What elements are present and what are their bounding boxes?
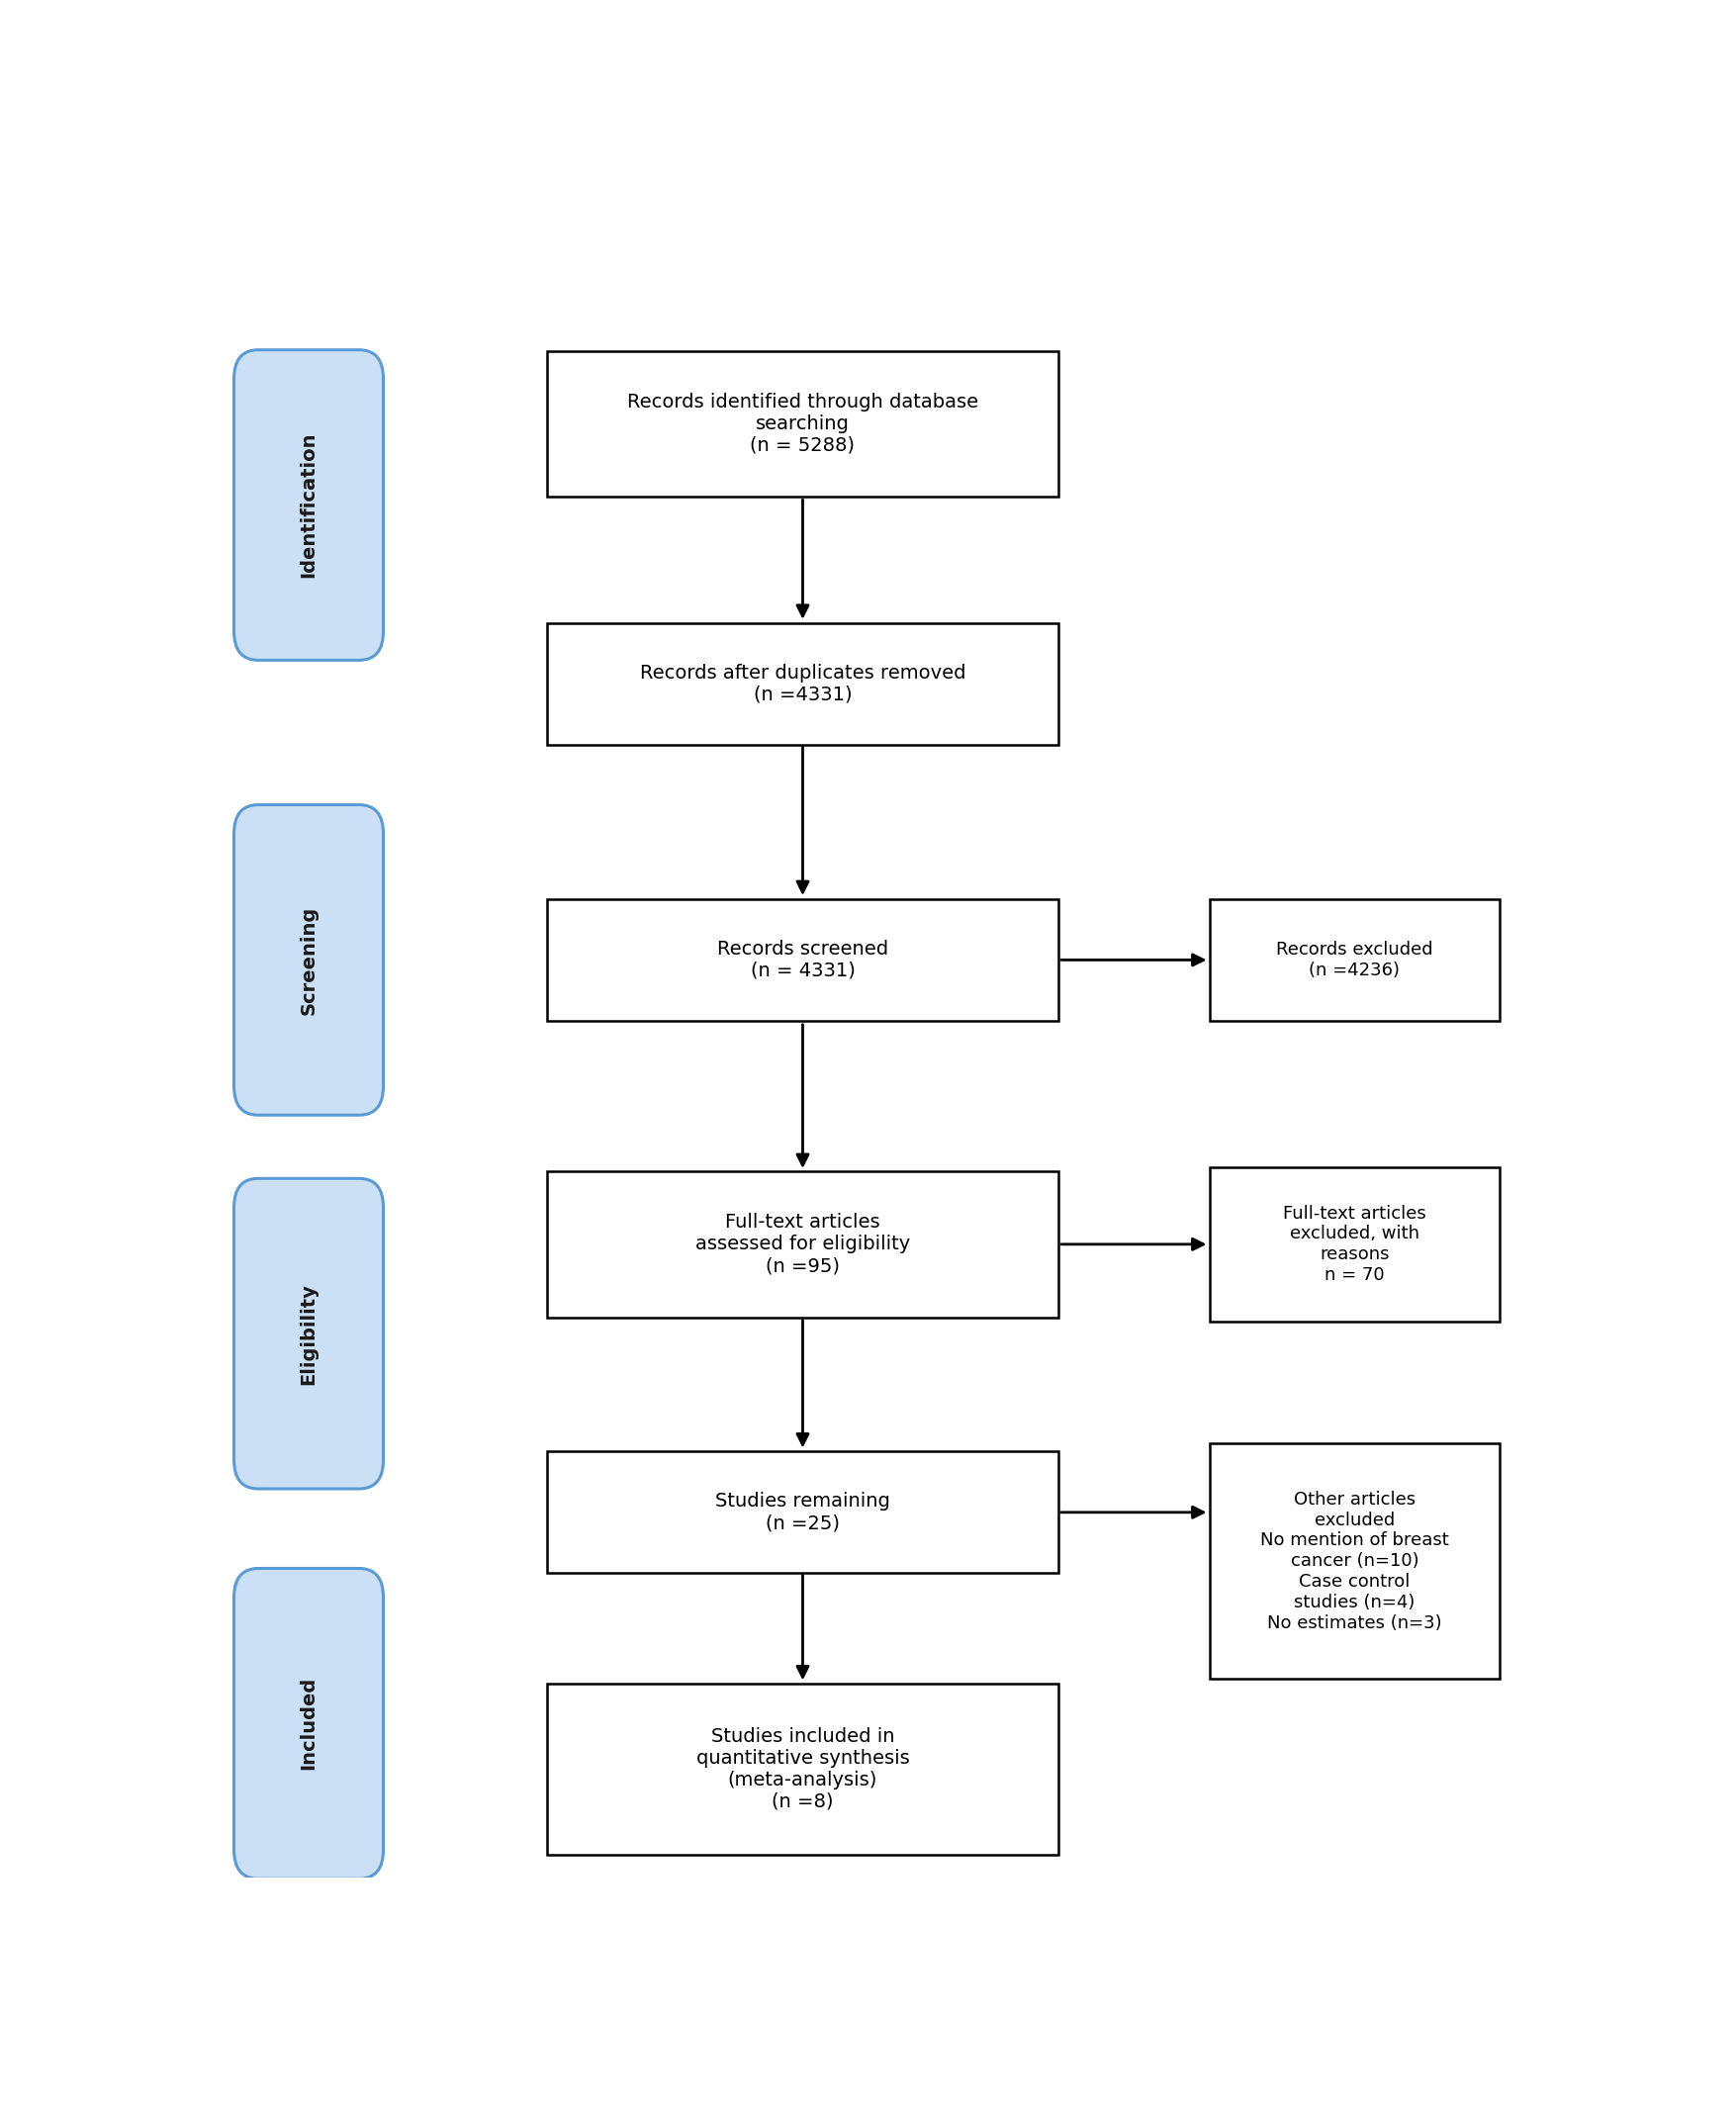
FancyBboxPatch shape (1210, 899, 1498, 1021)
FancyBboxPatch shape (547, 1171, 1057, 1317)
FancyBboxPatch shape (1210, 1443, 1498, 1680)
FancyBboxPatch shape (547, 1452, 1057, 1574)
Text: Other articles
excluded
No mention of breast
cancer (n=10)
Case control
studies : Other articles excluded No mention of br… (1260, 1490, 1448, 1631)
Text: Screening: Screening (299, 905, 318, 1015)
Text: Records after duplicates removed
(n =4331): Records after duplicates removed (n =433… (639, 663, 965, 705)
FancyBboxPatch shape (234, 804, 384, 1114)
FancyBboxPatch shape (547, 1684, 1057, 1855)
Text: Studies remaining
(n =25): Studies remaining (n =25) (715, 1492, 889, 1532)
FancyBboxPatch shape (234, 1179, 384, 1490)
Text: Records screened
(n = 4331): Records screened (n = 4331) (717, 939, 887, 981)
Text: Studies included in
quantitative synthesis
(meta-analysis)
(n =8): Studies included in quantitative synthes… (696, 1726, 910, 1810)
FancyBboxPatch shape (547, 622, 1057, 745)
Text: Full-text articles
excluded, with
reasons
n = 70: Full-text articles excluded, with reason… (1283, 1205, 1425, 1285)
FancyBboxPatch shape (234, 350, 384, 660)
Text: Records excluded
(n =4236): Records excluded (n =4236) (1276, 941, 1432, 979)
FancyBboxPatch shape (547, 899, 1057, 1021)
FancyBboxPatch shape (234, 1568, 384, 1878)
Text: Full-text articles
assessed for eligibility
(n =95): Full-text articles assessed for eligibil… (694, 1213, 910, 1274)
Text: Identification: Identification (299, 433, 318, 578)
Text: Eligibility: Eligibility (299, 1283, 318, 1384)
FancyBboxPatch shape (547, 350, 1057, 496)
FancyBboxPatch shape (1210, 1167, 1498, 1321)
Text: Included: Included (299, 1677, 318, 1770)
Text: Records identified through database
searching
(n = 5288): Records identified through database sear… (627, 392, 977, 456)
